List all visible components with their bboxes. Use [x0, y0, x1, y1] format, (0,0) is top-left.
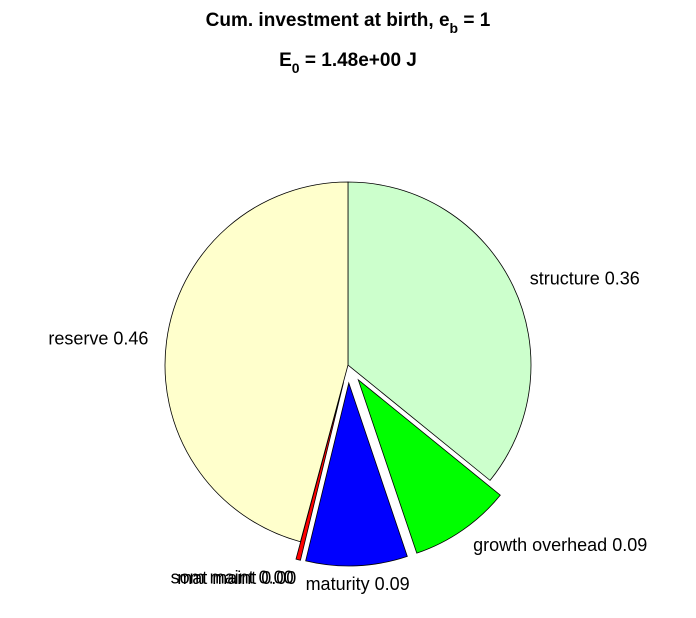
slice-value: 0.09	[612, 535, 647, 555]
title-text: Cum. investment at birth, e	[206, 10, 450, 31]
title-text: = 1	[458, 10, 491, 31]
slice-label: som maint 0.00	[171, 567, 294, 587]
slice-value: 0.36	[605, 268, 640, 288]
pie-slice	[305, 381, 408, 567]
pie-slice	[164, 181, 349, 543]
slice-label: maturity 0.09	[306, 574, 410, 594]
slice-name: structure	[530, 268, 600, 288]
slice-name: maturity	[306, 574, 370, 594]
slice-label: growth overhead 0.09	[473, 535, 647, 555]
title-sub: b	[450, 20, 459, 36]
pie-slice	[347, 181, 532, 481]
subtitle-text: = 1.48e+00 J	[300, 50, 417, 71]
slice-value: 0.00	[259, 567, 294, 587]
slice-value: 0.46	[113, 329, 148, 349]
pie-slice	[357, 378, 501, 554]
slice-name: growth overhead	[473, 535, 607, 555]
slice-value: 0.00	[261, 568, 296, 588]
slice-value: 0.09	[375, 574, 410, 594]
slice-label: mat maint 0.00	[177, 568, 296, 588]
subtitle-text: E	[279, 50, 292, 71]
chart-title: Cum. investment at birth, eb = 1	[206, 10, 491, 36]
slice-label: reserve 0.46	[48, 329, 148, 349]
subtitle-sub: 0	[292, 60, 300, 76]
chart-subtitle: E0 = 1.48e+00 J	[279, 50, 417, 76]
slice-name: reserve	[48, 329, 108, 349]
slice-name: mat maint	[177, 568, 256, 588]
slice-label: structure 0.36	[530, 268, 640, 288]
slice-name: som maint	[171, 567, 254, 587]
